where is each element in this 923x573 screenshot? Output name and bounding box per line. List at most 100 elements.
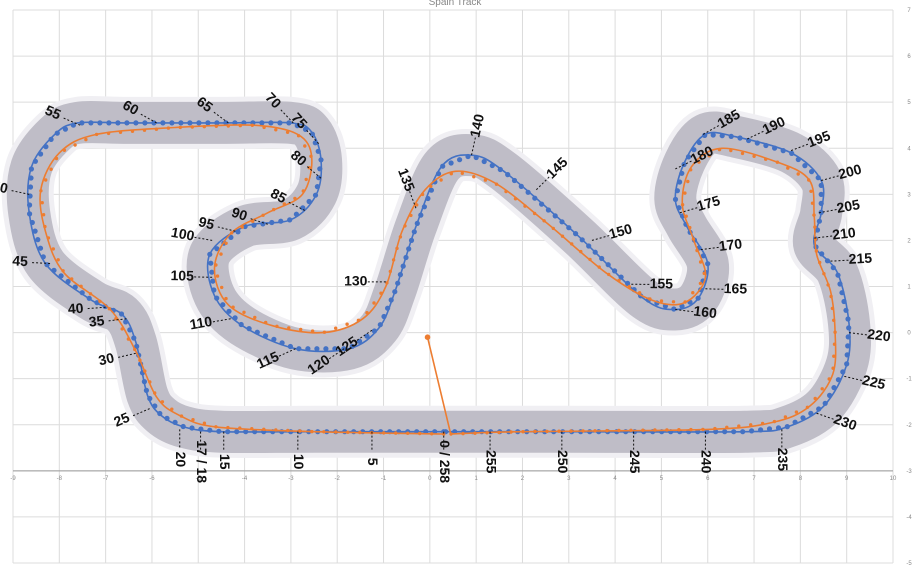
distance-marker: 170: [700, 235, 743, 254]
racing-line-point: [202, 125, 206, 129]
racing-line-point: [154, 127, 159, 131]
distance-marker: 175: [679, 192, 722, 214]
racing-line-point: [691, 237, 696, 241]
centerline-point: [79, 120, 85, 126]
racing-line-point: [220, 285, 224, 290]
racing-line-point: [214, 124, 218, 128]
distance-marker: 210: [814, 224, 857, 243]
racing-line-point: [79, 284, 83, 288]
centerline-point: [808, 410, 814, 416]
racing-line-point: [504, 189, 508, 194]
centerline-point: [51, 267, 57, 273]
racing-line-point: [794, 410, 799, 414]
racing-line-point: [49, 167, 53, 171]
racing-line-point: [272, 207, 276, 212]
racing-line-point: [688, 225, 692, 230]
centerline-point: [440, 163, 446, 169]
centerline-point: [731, 429, 737, 435]
centerline-point: [293, 211, 299, 217]
centerline-point: [844, 352, 850, 358]
racing-line-point: [250, 123, 254, 128]
x-tick-label: 10: [890, 476, 897, 482]
centerline-point: [385, 305, 391, 311]
centerline-point: [315, 148, 321, 154]
centerline-point: [418, 212, 424, 218]
distance-marker-label: 200: [837, 161, 864, 183]
racing-line-point: [346, 430, 350, 434]
racing-line-point: [579, 249, 583, 254]
centerline-point: [86, 295, 92, 301]
distance-marker-leader: [213, 111, 229, 124]
racing-line-point: [166, 126, 171, 130]
racing-line-point: [521, 430, 525, 434]
racing-line-point: [697, 160, 701, 164]
centerline-point: [48, 136, 54, 142]
racing-line-point: [786, 166, 790, 170]
racing-line-point: [391, 258, 396, 262]
y-tick-label: -5: [906, 561, 912, 567]
racing-line-point: [684, 214, 688, 218]
racing-line-point: [695, 248, 699, 253]
racing-line-point: [304, 177, 308, 182]
racing-line-point: [772, 419, 777, 424]
centerline-point: [846, 325, 852, 331]
racing-line-point: [238, 426, 242, 430]
distance-marker-label: 95: [197, 213, 216, 232]
racing-line-point: [832, 318, 836, 322]
distance-marker: 85: [268, 185, 306, 211]
distance-marker: 150: [591, 220, 634, 242]
centerline-point: [115, 120, 121, 126]
centerline-point: [332, 346, 338, 352]
distance-marker-leader: [306, 129, 320, 144]
racing-line-point: [138, 358, 142, 362]
centerline-point: [539, 201, 545, 207]
racing-line-point: [334, 430, 338, 434]
centerline-point: [364, 333, 370, 339]
distance-marker-label: 230: [832, 411, 860, 434]
centerline-point: [722, 429, 728, 435]
distance-marker-label: 105: [170, 267, 194, 283]
centerline-point: [287, 217, 293, 223]
distance-marker: 110: [188, 313, 231, 332]
distance-marker-leader: [306, 166, 322, 179]
racing-line-point: [617, 278, 621, 283]
centerline-point: [27, 202, 33, 208]
centerline-point: [839, 290, 845, 296]
distance-marker-leader: [118, 352, 136, 358]
distance-marker: 20: [173, 429, 189, 467]
centerline-point: [840, 369, 846, 375]
distance-marker-label: 90: [230, 204, 250, 224]
distance-marker: 245: [627, 431, 643, 474]
distance-marker: 240: [699, 431, 715, 474]
centerline-point: [294, 123, 300, 129]
racing-line-point: [274, 128, 278, 132]
distance-marker-label: 135: [395, 166, 418, 194]
centerline-point: [296, 346, 302, 352]
distance-marker: 255: [483, 431, 499, 474]
centerline-point: [318, 157, 324, 163]
racing-line-point: [303, 144, 307, 148]
distance-marker-leader: [11, 190, 30, 195]
centerline-point: [691, 147, 697, 153]
distance-marker-leader: [830, 259, 849, 262]
racing-line-point: [807, 178, 811, 182]
racing-line-point: [285, 130, 290, 134]
centerline-point: [381, 313, 387, 320]
distance-marker: 15: [217, 431, 233, 470]
centerline-point: [818, 191, 824, 197]
distance-marker: 100: [170, 224, 213, 244]
centerline-point: [605, 262, 611, 268]
distance-marker-leader: [702, 125, 720, 135]
distance-marker-label: 15: [217, 454, 233, 470]
centerline-point: [448, 160, 454, 166]
centerline-point: [314, 346, 320, 352]
racing-line-point: [637, 291, 642, 295]
distance-marker-label: 35: [88, 312, 106, 330]
distance-marker-leader: [675, 309, 694, 313]
distance-marker-label: 240: [699, 450, 715, 474]
racing-line-point: [54, 156, 59, 161]
racing-line-point: [262, 427, 266, 431]
x-tick-label: -3: [288, 476, 294, 482]
centerline-point: [349, 343, 355, 349]
racing-line-point: [523, 204, 527, 208]
